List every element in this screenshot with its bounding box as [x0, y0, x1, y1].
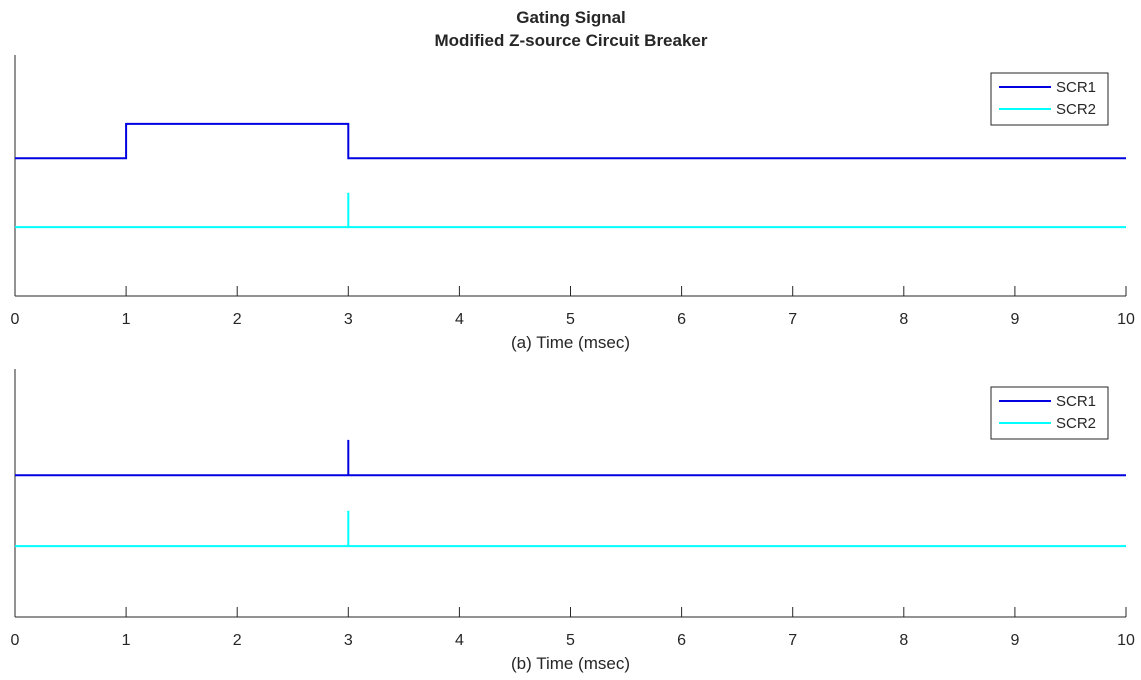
x-axis-label: (a) Time (msec) [511, 333, 630, 352]
subplot-a: 0 1 2 3 4 5 6 7 8 9 10 (a) Time (msec) SCR1 SCR2 [11, 55, 1135, 352]
legend-label-scr2: SCR2 [1056, 101, 1096, 118]
figure-title-line-1: Gating Signal [516, 8, 626, 27]
series-line-scr2 [15, 192, 1126, 229]
series-line-scr2 [15, 510, 1126, 548]
figure-title-line-2: Modified Z-source Circuit Breaker [434, 31, 707, 50]
x-tick-label: 0 [11, 632, 20, 649]
x-tick-label: 1 [122, 632, 131, 649]
x-axis-label: (b) Time (msec) [511, 654, 630, 673]
series-line-scr1 [15, 439, 1126, 477]
x-tick-label: 8 [899, 632, 908, 649]
legend-box [990, 72, 1109, 126]
legend-label-scr1: SCR1 [1056, 393, 1096, 410]
subplot-b: 0 1 2 3 4 5 6 7 8 9 10 (b) Time (msec) SCR1 SCR2 [11, 369, 1135, 673]
legend-box [990, 386, 1109, 440]
x-tick-label: 7 [788, 311, 797, 328]
x-tick-label: 5 [566, 632, 575, 649]
x-tick-label: 10 [1117, 632, 1135, 649]
x-tick-label: 3 [344, 311, 353, 328]
x-tick-label: 6 [677, 632, 686, 649]
x-tick-label: 0 [11, 311, 20, 328]
x-tick-label: 8 [899, 311, 908, 328]
legend-label-scr1: SCR1 [1056, 79, 1096, 96]
x-tick-label: 2 [233, 632, 242, 649]
x-tick-label: 2 [233, 311, 242, 328]
x-tick-label: 10 [1117, 311, 1135, 328]
series-line-scr1 [15, 122, 1126, 160]
x-tick-label: 6 [677, 311, 686, 328]
x-tick-label: 7 [788, 632, 797, 649]
x-tick-label: 1 [122, 311, 131, 328]
x-tick-label: 4 [455, 632, 464, 649]
x-tick-label: 5 [566, 311, 575, 328]
x-tick-label: 4 [455, 311, 464, 328]
x-tick-label: 9 [1010, 632, 1019, 649]
x-tick-label: 9 [1010, 311, 1019, 328]
legend-label-scr2: SCR2 [1056, 415, 1096, 432]
x-tick-label: 3 [344, 632, 353, 649]
